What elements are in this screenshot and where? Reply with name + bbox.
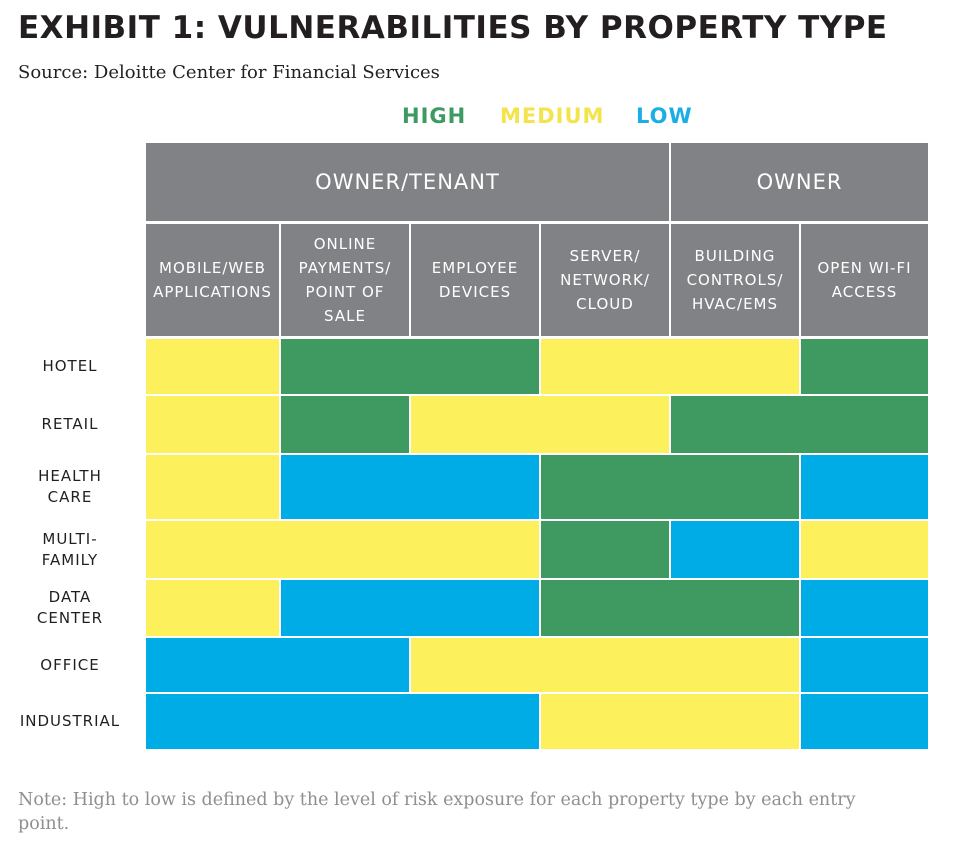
group-header-owner-tenant: OWNER/TENANT [146,143,669,221]
row-label-multi-family: MULTI- FAMILY [41,529,99,569]
row-label-office: OFFICE [40,655,100,674]
cell-retail-3-medium [411,396,669,453]
source-text: Source: Deloitte Center for Financial Se… [18,62,440,83]
cell-retail-5-high [671,396,928,453]
row-label-retail: RETAIL [41,415,99,433]
cell-industrial-1-low [146,694,539,749]
column-header-6: OPEN WI-FI ACCESS [801,224,928,336]
cell-health-care-2-low [281,455,539,519]
column-header-5: BUILDING CONTROLS/ HVAC/EMS [671,224,799,336]
column-header-1: MOBILE/WEB APPLICATIONS [146,224,279,336]
cell-data-center-1-medium [146,580,279,636]
row-label-industrial: INDUSTRIAL [19,712,121,730]
cell-data-center-2-low [281,580,539,636]
row-label-data-center: DATA CENTER [36,588,104,627]
cell-health-care-4-high [541,455,799,519]
row-label-health-care: HEALTH CARE [38,467,102,506]
column-header-4: SERVER/ NETWORK/ CLOUD [541,224,669,336]
note-text: Note: High to low is defined by the leve… [18,790,856,834]
chart-title: EXHIBIT 1: VULNERABILITIES BY PROPERTY T… [18,10,888,46]
column-header-3: EMPLOYEE DEVICES [411,224,539,336]
cell-office-1-low [146,638,409,692]
cell-office-6-low [801,638,928,692]
column-header-2: ONLINE PAYMENTS/ POINT OF SALE [281,224,409,336]
cell-data-center-4-high [541,580,799,636]
cell-hotel-6-high [801,339,928,394]
cell-hotel-1-medium [146,339,279,394]
cell-multi-family-5-low [671,521,799,578]
cell-data-center-6-low [801,580,928,636]
cell-retail-2-high [281,396,409,453]
legend-medium: MEDIUM [500,104,605,128]
row-label-hotel: HOTEL [42,357,98,375]
cell-retail-1-medium [146,396,279,453]
cell-health-care-1-medium [146,455,279,519]
legend-low: LOW [636,104,693,128]
cell-industrial-6-low [801,694,928,749]
legend-high: HIGH [402,104,467,128]
cell-industrial-4-medium [541,694,799,749]
cell-multi-family-6-medium [801,521,928,578]
cell-health-care-6-low [801,455,928,519]
cell-multi-family-4-high [541,521,669,578]
group-header-owner: OWNER [671,143,928,221]
cell-multi-family-1-medium [146,521,539,578]
cell-hotel-2-high [281,339,539,394]
cell-hotel-4-medium [541,339,799,394]
legend: HIGH MEDIUM LOW [0,104,958,132]
cell-office-3-medium [411,638,799,692]
